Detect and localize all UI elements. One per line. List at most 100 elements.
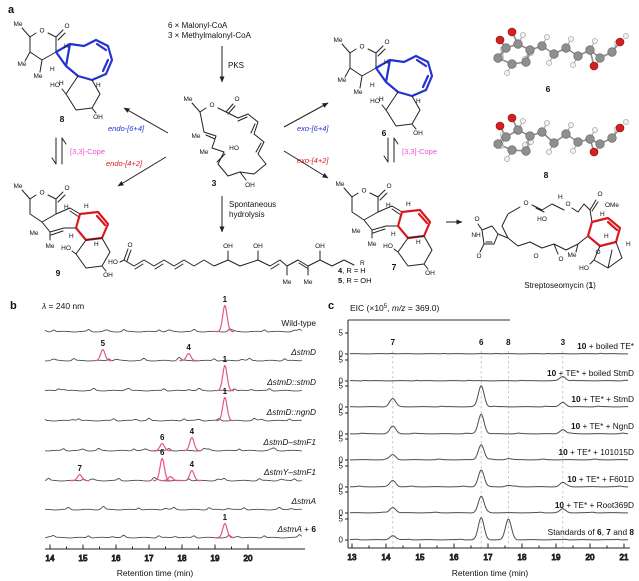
peak <box>215 364 235 392</box>
cope-label-right: [3,3]-Cope <box>402 147 437 156</box>
peak <box>215 304 235 333</box>
x-axis-title: Retention time (min) <box>452 568 529 578</box>
atom-label: Me <box>303 279 312 286</box>
label-segment: 6 <box>311 524 316 534</box>
atom-label: O <box>234 96 239 103</box>
carbon-atom <box>585 134 595 144</box>
bond <box>497 199 599 239</box>
hydrogen-atom <box>592 127 598 133</box>
oxygen-atom <box>495 35 505 45</box>
atom-label: OH <box>253 243 263 250</box>
tick-label: 13 <box>348 553 357 562</box>
trace-row-b: ΔstmA <box>44 496 316 511</box>
eic-trace <box>349 469 628 488</box>
atom-label: O <box>597 191 602 198</box>
atom-label: Me <box>282 279 291 286</box>
structure-8 <box>12 19 114 123</box>
y-tick-label: 5 <box>339 515 344 524</box>
trace-label: 10 + TE* + StmD <box>571 394 634 404</box>
y-tick-label: 0 <box>339 377 344 386</box>
eic-trace <box>349 517 629 541</box>
peak <box>179 352 198 362</box>
bond <box>119 248 355 267</box>
trace-label: 10 + TE* + Root369D <box>555 500 634 510</box>
endo-4-2-arrow <box>117 156 167 187</box>
atom-label: Me <box>183 96 192 103</box>
tick-label: 17 <box>484 553 493 562</box>
atom-label: O <box>523 200 528 207</box>
y-tick-label: 5 <box>339 356 344 365</box>
bond <box>507 235 589 255</box>
trace-label: ΔstmA + 6 <box>276 524 316 534</box>
tick-label: 16 <box>450 553 459 562</box>
hlr <box>586 216 622 248</box>
label-segment: 10 <box>577 341 587 351</box>
tick-label: 19 <box>552 553 561 562</box>
hydrogen-atom <box>520 118 526 124</box>
carbon-atom <box>521 57 531 67</box>
trace-label: 10 + TE* + F601D <box>567 474 634 484</box>
carbon-atom <box>561 43 571 53</box>
endo-6-4-label: endo-[6+4] <box>108 124 145 133</box>
carbon-atom <box>607 47 617 57</box>
oxygen-atom <box>495 121 505 131</box>
carbon-atom <box>573 51 583 61</box>
tick-label: 15 <box>416 553 425 562</box>
carbon-atom <box>513 39 523 49</box>
atom-label: O <box>558 256 563 263</box>
atom-label: O <box>595 249 600 256</box>
label-segment: ΔstmD::stmD <box>266 377 316 387</box>
compound-number-9: 9 <box>56 268 61 278</box>
label-segment: Wild-type <box>281 318 316 328</box>
bond <box>589 241 623 269</box>
trace-row-c: 5 0 Standards of 6, 7 and 8 <box>339 515 635 545</box>
compound-5-label: 5, R = OH <box>338 276 372 285</box>
hydrogen-atom <box>520 32 526 38</box>
guide-peak-number: 3 <box>561 338 566 347</box>
atom-label: HO <box>108 259 118 266</box>
peak <box>182 469 202 482</box>
hydrogen-atom <box>504 156 510 162</box>
atom-label: O <box>474 216 479 223</box>
baseline-trace <box>44 387 302 392</box>
atom-label: O <box>533 253 538 260</box>
y-tick-label: 5 <box>339 462 344 471</box>
carbon-atom <box>501 43 511 53</box>
atom-label: Me <box>191 133 200 140</box>
compound-4-label: 4, R = H <box>338 266 366 275</box>
peak-number: 4 <box>186 343 191 352</box>
tick-label: 16 <box>112 554 121 563</box>
carbon-atom <box>507 145 517 155</box>
atom-label: OMe <box>605 202 619 209</box>
label-segment: + TE* + 101015D <box>568 447 634 457</box>
label-segment: EIC (×10 <box>350 303 384 313</box>
exo-4-2-arrow <box>283 150 329 179</box>
carbon-atom <box>595 139 605 149</box>
structure-4-5: HO O OH OH OH Me Me R <box>108 242 365 286</box>
label-segment: 10 <box>567 474 577 484</box>
y-tick-label: 5 <box>339 435 344 444</box>
baseline-trace <box>44 534 303 539</box>
peak-number: 1 <box>223 355 228 364</box>
x-axis-c: 13 14 15 16 17 18 19 20 21 <box>347 543 630 563</box>
carbon-atom <box>549 138 559 148</box>
trace-label: Standards of 6, 7 and 8 <box>548 527 635 537</box>
carbon-atom <box>525 45 535 55</box>
cofactor-line2: 3 × Methylmalonyl-CoA <box>168 31 252 40</box>
y-tick-label: 0 <box>339 430 344 439</box>
label-segment: + TE* + F601D <box>577 474 635 484</box>
carbon-atom <box>607 133 617 143</box>
tick-label: 14 <box>382 553 391 562</box>
atom-label: Me <box>199 149 208 156</box>
atom-label: O <box>476 253 481 260</box>
carbon-atom <box>595 53 605 63</box>
trace-row-c: 5 0 10 + TE* + Root369D <box>339 488 634 518</box>
x-axis-b: 14 15 16 17 18 19 20 <box>45 544 305 564</box>
3d-model-compound-8 <box>493 113 629 162</box>
atom-label: OH <box>223 243 233 250</box>
atom-label: O <box>565 201 570 208</box>
equilibrium-arrows-left <box>51 137 67 165</box>
label-segment: Standards of <box>548 527 597 537</box>
oxygen-atom <box>507 113 517 123</box>
trace-label: ΔstmD::stmD <box>266 377 316 387</box>
